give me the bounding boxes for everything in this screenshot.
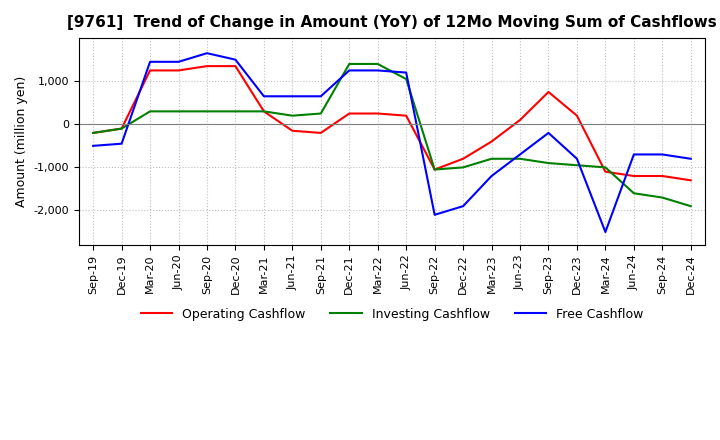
Free Cashflow: [374, 68, 382, 73]
Y-axis label: Amount (million yen): Amount (million yen): [15, 76, 28, 207]
Free Cashflow: [516, 152, 524, 157]
Investing Cashflow: [117, 126, 126, 131]
Investing Cashflow: [202, 109, 211, 114]
Free Cashflow: [89, 143, 97, 148]
Free Cashflow: [487, 173, 496, 179]
Investing Cashflow: [572, 163, 581, 168]
Investing Cashflow: [459, 165, 467, 170]
Legend: Operating Cashflow, Investing Cashflow, Free Cashflow: Operating Cashflow, Investing Cashflow, …: [135, 303, 648, 326]
Investing Cashflow: [431, 167, 439, 172]
Operating Cashflow: [345, 111, 354, 116]
Free Cashflow: [317, 94, 325, 99]
Free Cashflow: [601, 229, 610, 235]
Operating Cashflow: [231, 63, 240, 69]
Free Cashflow: [260, 94, 269, 99]
Free Cashflow: [686, 156, 695, 161]
Operating Cashflow: [374, 111, 382, 116]
Line: Operating Cashflow: Operating Cashflow: [93, 66, 690, 180]
Line: Investing Cashflow: Investing Cashflow: [93, 64, 690, 206]
Investing Cashflow: [601, 165, 610, 170]
Operating Cashflow: [572, 113, 581, 118]
Free Cashflow: [544, 130, 553, 136]
Free Cashflow: [345, 68, 354, 73]
Investing Cashflow: [516, 156, 524, 161]
Investing Cashflow: [231, 109, 240, 114]
Investing Cashflow: [402, 77, 410, 82]
Operating Cashflow: [117, 126, 126, 131]
Free Cashflow: [572, 156, 581, 161]
Free Cashflow: [231, 57, 240, 62]
Operating Cashflow: [459, 156, 467, 161]
Free Cashflow: [202, 51, 211, 56]
Free Cashflow: [431, 212, 439, 217]
Investing Cashflow: [629, 191, 638, 196]
Free Cashflow: [459, 204, 467, 209]
Free Cashflow: [145, 59, 154, 64]
Operating Cashflow: [260, 109, 269, 114]
Operating Cashflow: [686, 178, 695, 183]
Operating Cashflow: [601, 169, 610, 174]
Free Cashflow: [174, 59, 183, 64]
Investing Cashflow: [686, 204, 695, 209]
Line: Free Cashflow: Free Cashflow: [93, 53, 690, 232]
Investing Cashflow: [487, 156, 496, 161]
Investing Cashflow: [658, 195, 667, 200]
Operating Cashflow: [629, 173, 638, 179]
Free Cashflow: [288, 94, 297, 99]
Operating Cashflow: [145, 68, 154, 73]
Investing Cashflow: [288, 113, 297, 118]
Free Cashflow: [658, 152, 667, 157]
Investing Cashflow: [544, 161, 553, 166]
Operating Cashflow: [658, 173, 667, 179]
Investing Cashflow: [174, 109, 183, 114]
Free Cashflow: [629, 152, 638, 157]
Operating Cashflow: [516, 117, 524, 123]
Investing Cashflow: [89, 130, 97, 136]
Investing Cashflow: [145, 109, 154, 114]
Investing Cashflow: [260, 109, 269, 114]
Operating Cashflow: [174, 68, 183, 73]
Investing Cashflow: [317, 111, 325, 116]
Investing Cashflow: [345, 61, 354, 66]
Free Cashflow: [402, 70, 410, 75]
Operating Cashflow: [202, 63, 211, 69]
Title: [9761]  Trend of Change in Amount (YoY) of 12Mo Moving Sum of Cashflows: [9761] Trend of Change in Amount (YoY) o…: [67, 15, 717, 30]
Operating Cashflow: [317, 130, 325, 136]
Investing Cashflow: [374, 61, 382, 66]
Operating Cashflow: [89, 130, 97, 136]
Operating Cashflow: [288, 128, 297, 133]
Operating Cashflow: [544, 89, 553, 95]
Free Cashflow: [117, 141, 126, 147]
Operating Cashflow: [431, 167, 439, 172]
Operating Cashflow: [402, 113, 410, 118]
Operating Cashflow: [487, 139, 496, 144]
